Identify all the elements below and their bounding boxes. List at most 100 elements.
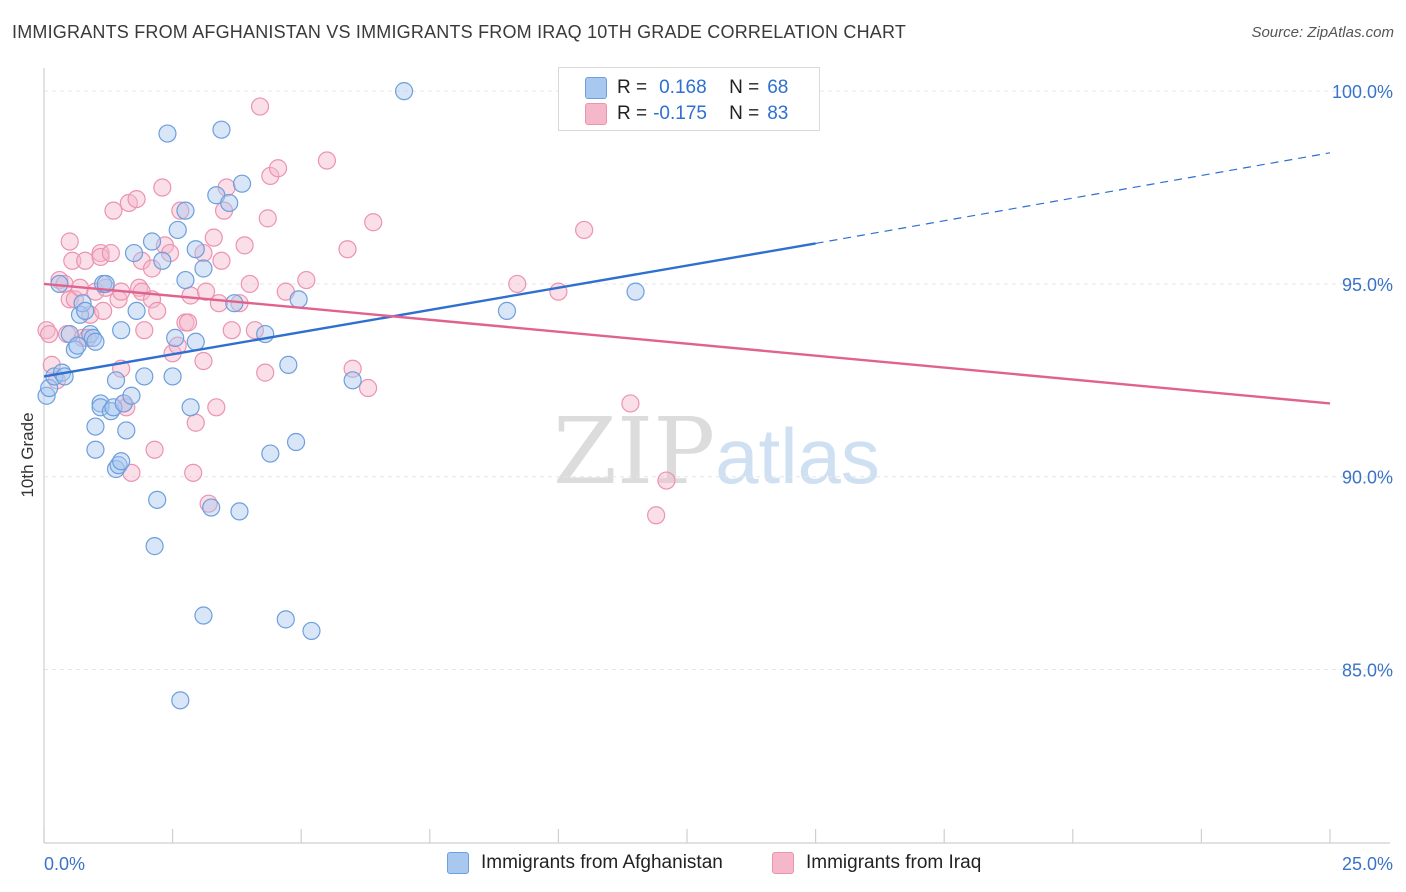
afghanistan-point <box>279 355 298 374</box>
legend-item-afghanistan: Immigrants from Afghanistan <box>447 852 723 874</box>
afghanistan-trend-extension <box>815 152 1331 245</box>
afghanistan-point <box>171 691 190 710</box>
afghanistan-point <box>232 174 252 193</box>
iraq-point <box>91 243 110 263</box>
iraq-n-value: 83 <box>767 103 789 124</box>
afghanistan-point <box>91 398 110 417</box>
afghanistan-r-value: 0.168 <box>659 77 707 98</box>
chart-source: Source: ZipAtlas.com <box>1251 24 1394 41</box>
iraq-point <box>240 274 259 294</box>
afghanistan-n-value: 68 <box>767 77 789 98</box>
afghanistan-point <box>497 301 517 321</box>
afghanistan-point <box>122 386 141 405</box>
iraq-point <box>101 243 120 263</box>
afghanistan-point <box>286 432 306 452</box>
iraq-point <box>207 398 226 417</box>
iraq-point <box>91 247 110 267</box>
iraq-r-label: R = <box>617 103 648 124</box>
afghanistan-point <box>220 193 239 213</box>
afghanistan-point <box>261 444 280 463</box>
iraq-point <box>184 463 203 482</box>
iraq-point <box>153 178 172 197</box>
afghanistan-point <box>166 328 185 348</box>
afghanistan-point <box>114 394 133 413</box>
afghanistan-point <box>86 440 105 459</box>
iraq-point <box>127 189 146 209</box>
y-tick-label: 85.0% <box>1342 660 1393 680</box>
afghanistan-point <box>135 367 154 386</box>
y-tick-label: 90.0% <box>1342 468 1393 488</box>
iraq-point <box>268 159 288 178</box>
iraq-point <box>148 301 167 321</box>
watermark-atlas: atlas <box>715 412 880 500</box>
afghanistan-point <box>158 124 177 143</box>
legend-row-iraq: R = -0.175 N = 83 <box>617 102 788 126</box>
afghanistan-point <box>186 240 205 259</box>
iraq-n-label: N = <box>729 103 760 124</box>
iraq-point <box>258 209 277 228</box>
afghanistan-point <box>212 120 231 139</box>
afghanistan-point <box>153 251 172 270</box>
iraq-point <box>104 201 123 220</box>
watermark: ZIPatlas <box>553 398 880 505</box>
afghanistan-point <box>86 417 105 436</box>
afghanistan-point <box>86 332 105 351</box>
chart-title: IMMIGRANTS FROM AFGHANISTAN VS IMMIGRANT… <box>12 22 907 42</box>
iraq-point <box>40 324 59 344</box>
afghanistan-point <box>117 421 136 440</box>
iraq-point <box>204 228 223 247</box>
afghanistan-point <box>112 321 131 340</box>
iraq-point <box>209 294 228 313</box>
afghanistan-point <box>68 336 87 355</box>
afghanistan-r-label: R = <box>617 77 648 98</box>
watermark-zip: ZIP <box>553 398 716 505</box>
iraq-legend-swatch <box>772 852 794 874</box>
iraq-point <box>186 413 205 432</box>
legend-label-afghanistan: Immigrants from Afghanistan <box>481 852 723 873</box>
iraq-point <box>256 363 275 382</box>
afghanistan-point <box>112 452 131 471</box>
afghanistan-point <box>104 398 123 417</box>
y-tick-label: 95.0% <box>1342 275 1393 295</box>
afghanistan-point <box>145 537 164 556</box>
iraq-point <box>261 166 280 186</box>
afghanistan-point <box>626 282 645 301</box>
iraq-point <box>94 301 113 321</box>
iraq-point <box>160 243 180 263</box>
afghanistan-point <box>127 301 146 321</box>
iraq-point <box>657 471 676 490</box>
afghanistan-point <box>194 259 213 278</box>
afghanistan-point <box>106 371 126 390</box>
y-tick-label: 100.0% <box>1332 82 1393 102</box>
afghanistan-point <box>289 290 308 309</box>
afghanistan-point <box>343 371 362 390</box>
tick-labels: 100.0% 95.0% 90.0% 85.0% 0.0% 25.0% 10th Grade <box>18 82 1393 874</box>
iraq-swatch <box>585 103 607 125</box>
legend-row-afghanistan: R = 0.168 N = 68 <box>617 76 788 100</box>
iraq-point <box>212 251 231 270</box>
afghanistan-point <box>181 398 200 417</box>
iraq-point <box>358 378 378 398</box>
afghanistan-point <box>163 367 182 386</box>
iraq-point <box>250 97 270 116</box>
afghanistan-point <box>202 498 221 517</box>
x-tick-label: 25.0% <box>1342 854 1393 874</box>
iraq-point <box>63 251 82 270</box>
iraq-point <box>621 394 640 413</box>
iraq-points <box>37 97 676 525</box>
afghanistan-point <box>124 243 144 263</box>
axes <box>43 68 1390 844</box>
afghanistan-legend-swatch <box>447 852 469 874</box>
afghanistan-point <box>302 621 321 641</box>
afghanistan-point <box>186 332 205 351</box>
x-tick-label: 0.0% <box>44 854 85 874</box>
legend-item-iraq: Immigrants from Iraq <box>772 852 981 874</box>
afghanistan-point <box>148 490 167 509</box>
afghanistan-trend-line <box>43 242 816 378</box>
iraq-point <box>575 220 594 240</box>
afghanistan-point <box>276 610 295 629</box>
iraq-point <box>171 201 190 220</box>
afghanistan-point <box>76 301 95 321</box>
iraq-point <box>142 259 162 278</box>
afghanistan-swatch <box>585 77 607 99</box>
